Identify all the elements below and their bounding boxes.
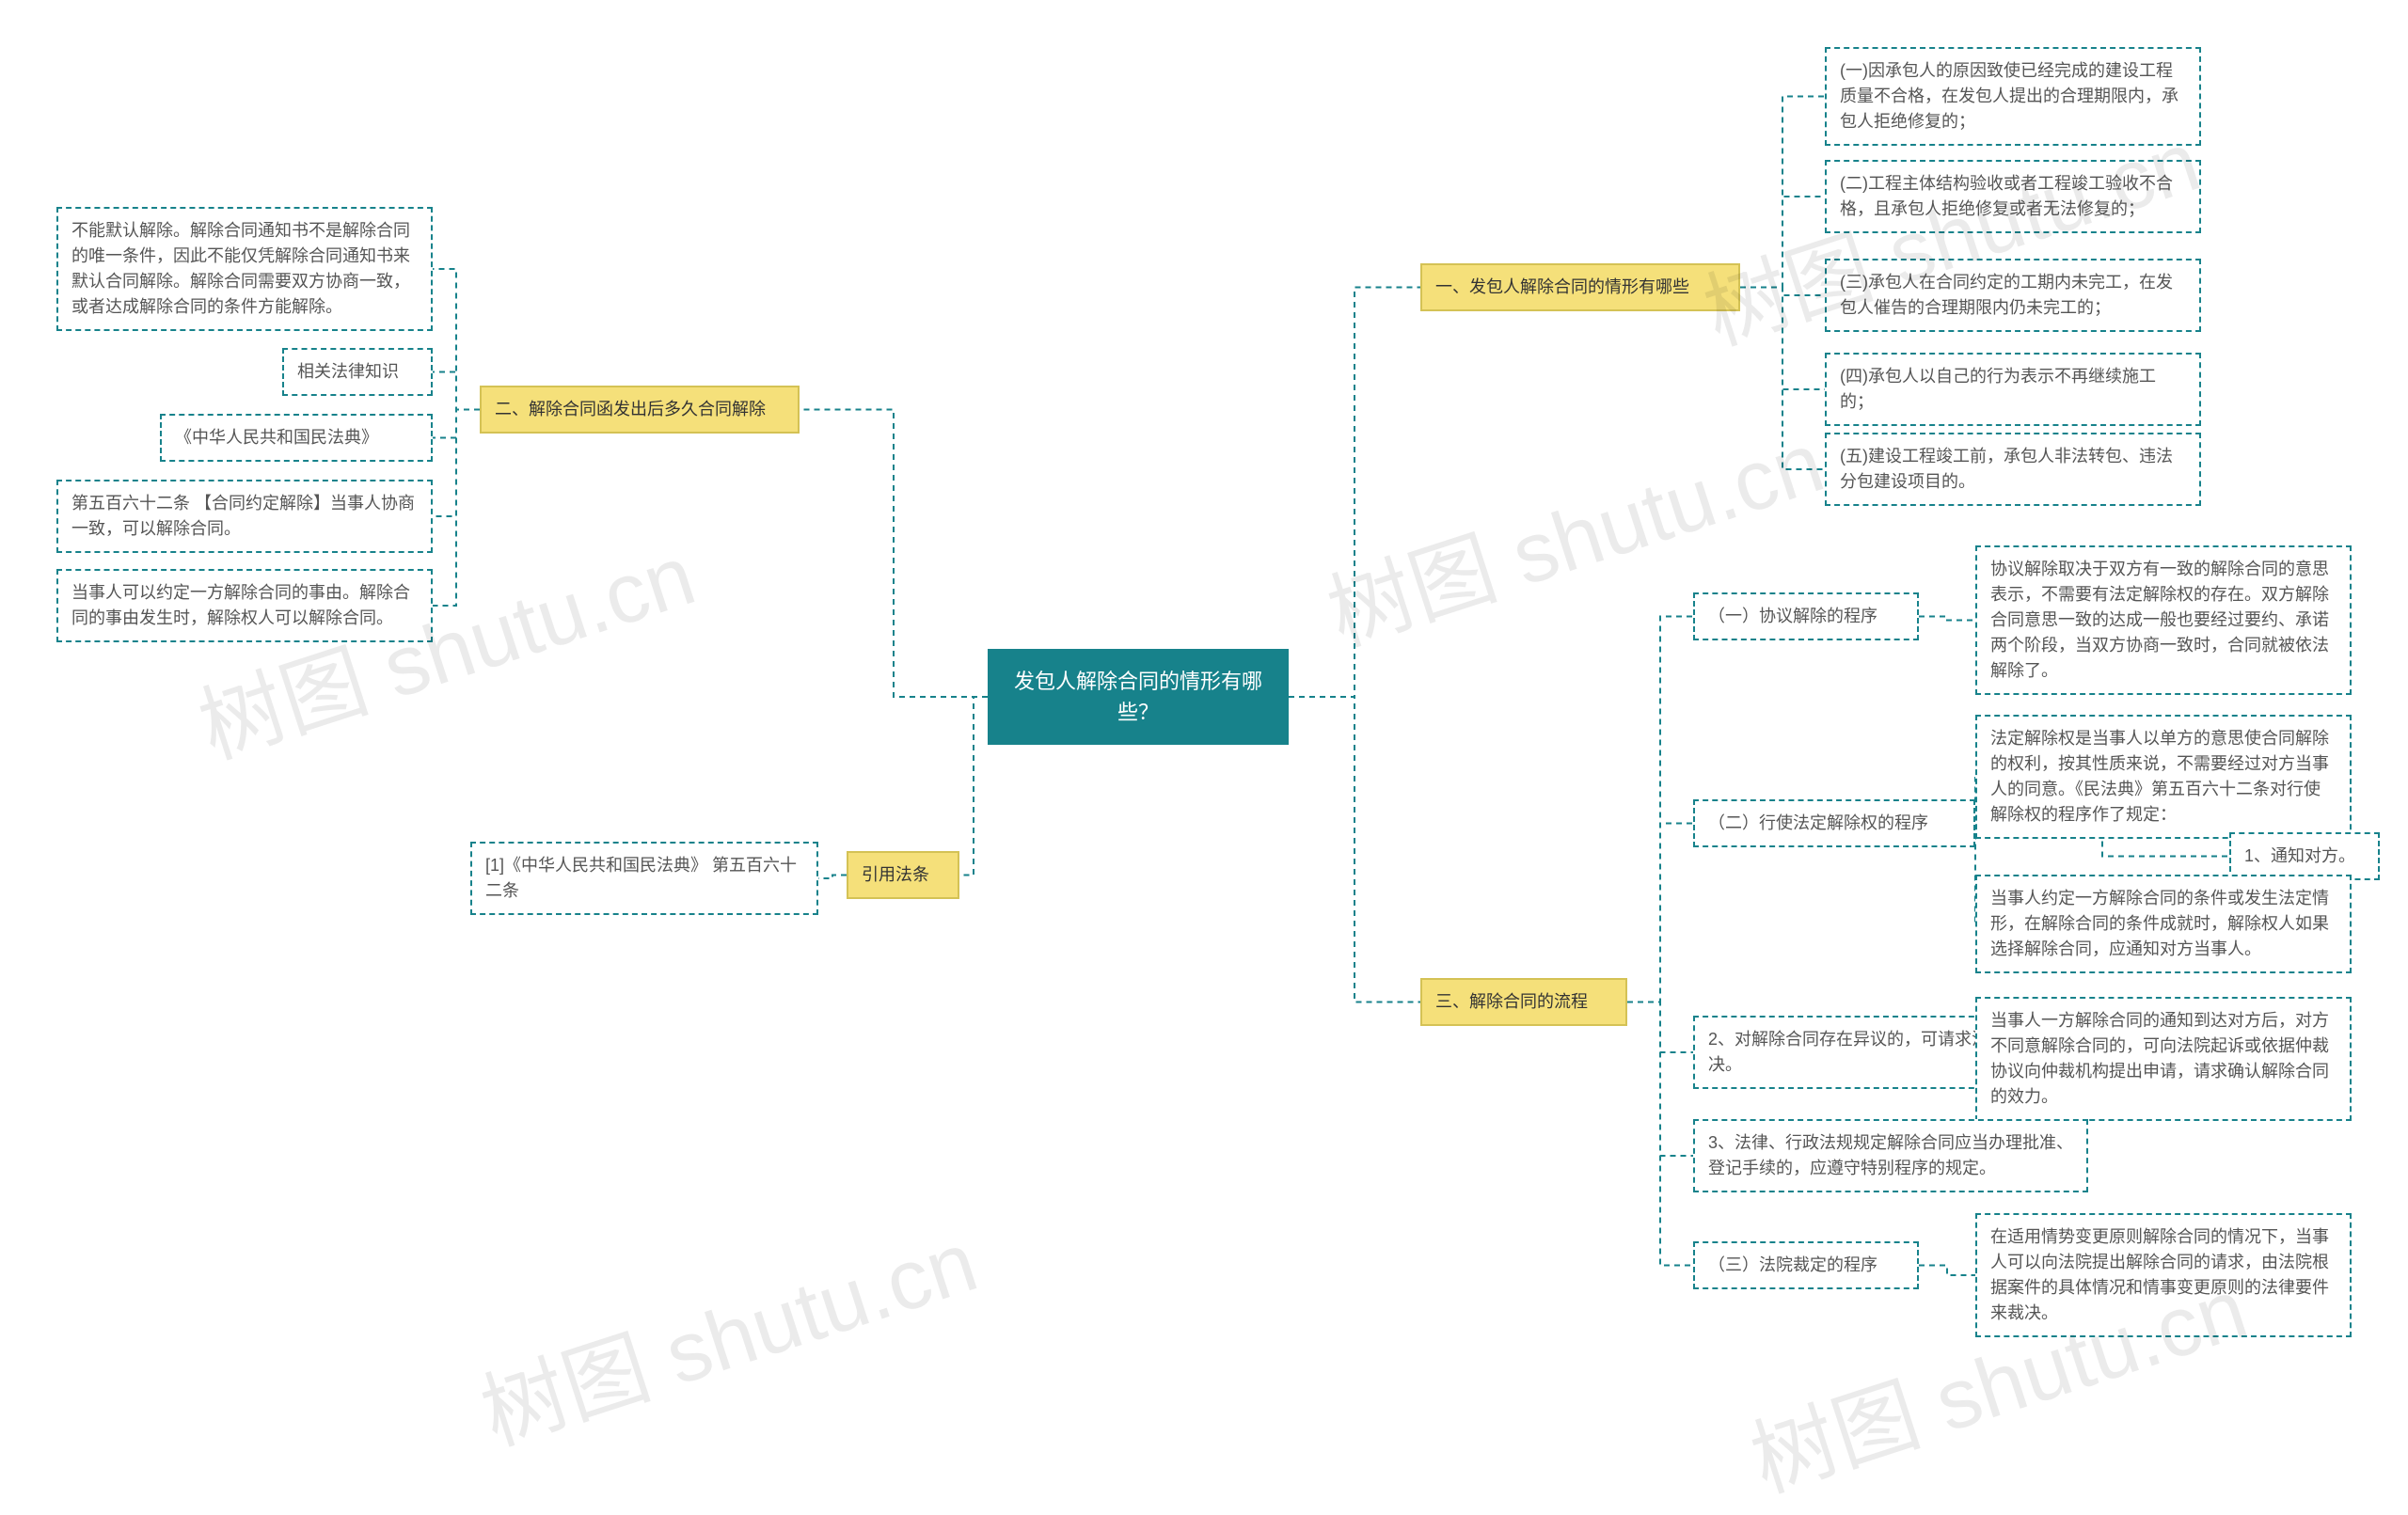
leaf-3-4: 3、法律、行政法规规定解除合同应当办理批准、登记手续的，应遵守特别程序的规定。 [1693, 1119, 2088, 1192]
leaf-1-3: (三)承包人在合同约定的工期内未完工，在发包人催告的合理期限内仍未完工的； [1825, 259, 2201, 332]
branch-citation: 引用法条 [847, 851, 959, 899]
leaf-citation-1: [1]《中华人民共和国民法典》 第五百六十二条 [470, 842, 818, 915]
leaf-3-5b: 在适用情势变更原则解除合同的情况下，当事人可以向法院提出解除合同的请求，由法院根… [1975, 1213, 2352, 1337]
leaf-3-1a: （一）协议解除的程序 [1693, 592, 1919, 640]
watermark: 树图 shutu.cn [464, 1193, 990, 1468]
leaf-2-5: 当事人可以约定一方解除合同的事由。解除合同的事由发生时，解除权人可以解除合同。 [56, 569, 433, 642]
leaf-2-2: 相关法律知识 [282, 348, 433, 396]
leaf-2-3: 《中华人民共和国民法典》 [160, 414, 433, 462]
leaf-3-3b: 当事人一方解除合同的通知到达对方后，对方不同意解除合同的，可向法院起诉或依据仲裁… [1975, 997, 2352, 1121]
mindmap-root: 发包人解除合同的情形有哪些？ [988, 649, 1289, 745]
leaf-1-2: (二)工程主体结构验收或者工程竣工验收不合格，且承包人拒绝修复或者无法修复的； [1825, 160, 2201, 233]
branch-3: 三、解除合同的流程 [1420, 978, 1627, 1026]
leaf-1-5: (五)建设工程竣工前，承包人非法转包、违法分包建设项目的。 [1825, 433, 2201, 506]
leaf-1-1: (一)因承包人的原因致使已经完成的建设工程质量不合格，在发包人提出的合理期限内，… [1825, 47, 2201, 146]
leaf-1-4: (四)承包人以自己的行为表示不再继续施工的； [1825, 353, 2201, 426]
leaf-2-4: 第五百六十二条 【合同约定解除】当事人协商一致，可以解除合同。 [56, 480, 433, 553]
leaf-3-2d: 当事人约定一方解除合同的条件或发生法定情形，在解除合同的条件成就时，解除权人如果… [1975, 875, 2352, 973]
leaf-3-2a: （二）行使法定解除权的程序 [1693, 799, 1975, 847]
leaf-3-5a: （三）法院裁定的程序 [1693, 1241, 1919, 1289]
leaf-3-2c: 1、通知对方。 [2229, 832, 2380, 880]
leaf-2-1: 不能默认解除。解除合同通知书不是解除合同的唯一条件，因此不能仅凭解除合同通知书来… [56, 207, 433, 331]
leaf-3-2b: 法定解除权是当事人以单方的意思使合同解除的权利，按其性质来说，不需要经过对方当事… [1975, 715, 2352, 839]
leaf-3-1b: 协议解除取决于双方有一致的解除合同的意思表示，不需要有法定解除权的存在。双方解除… [1975, 545, 2352, 695]
branch-1: 一、发包人解除合同的情形有哪些 [1420, 263, 1740, 311]
branch-2: 二、解除合同函发出后多久合同解除 [480, 386, 800, 434]
